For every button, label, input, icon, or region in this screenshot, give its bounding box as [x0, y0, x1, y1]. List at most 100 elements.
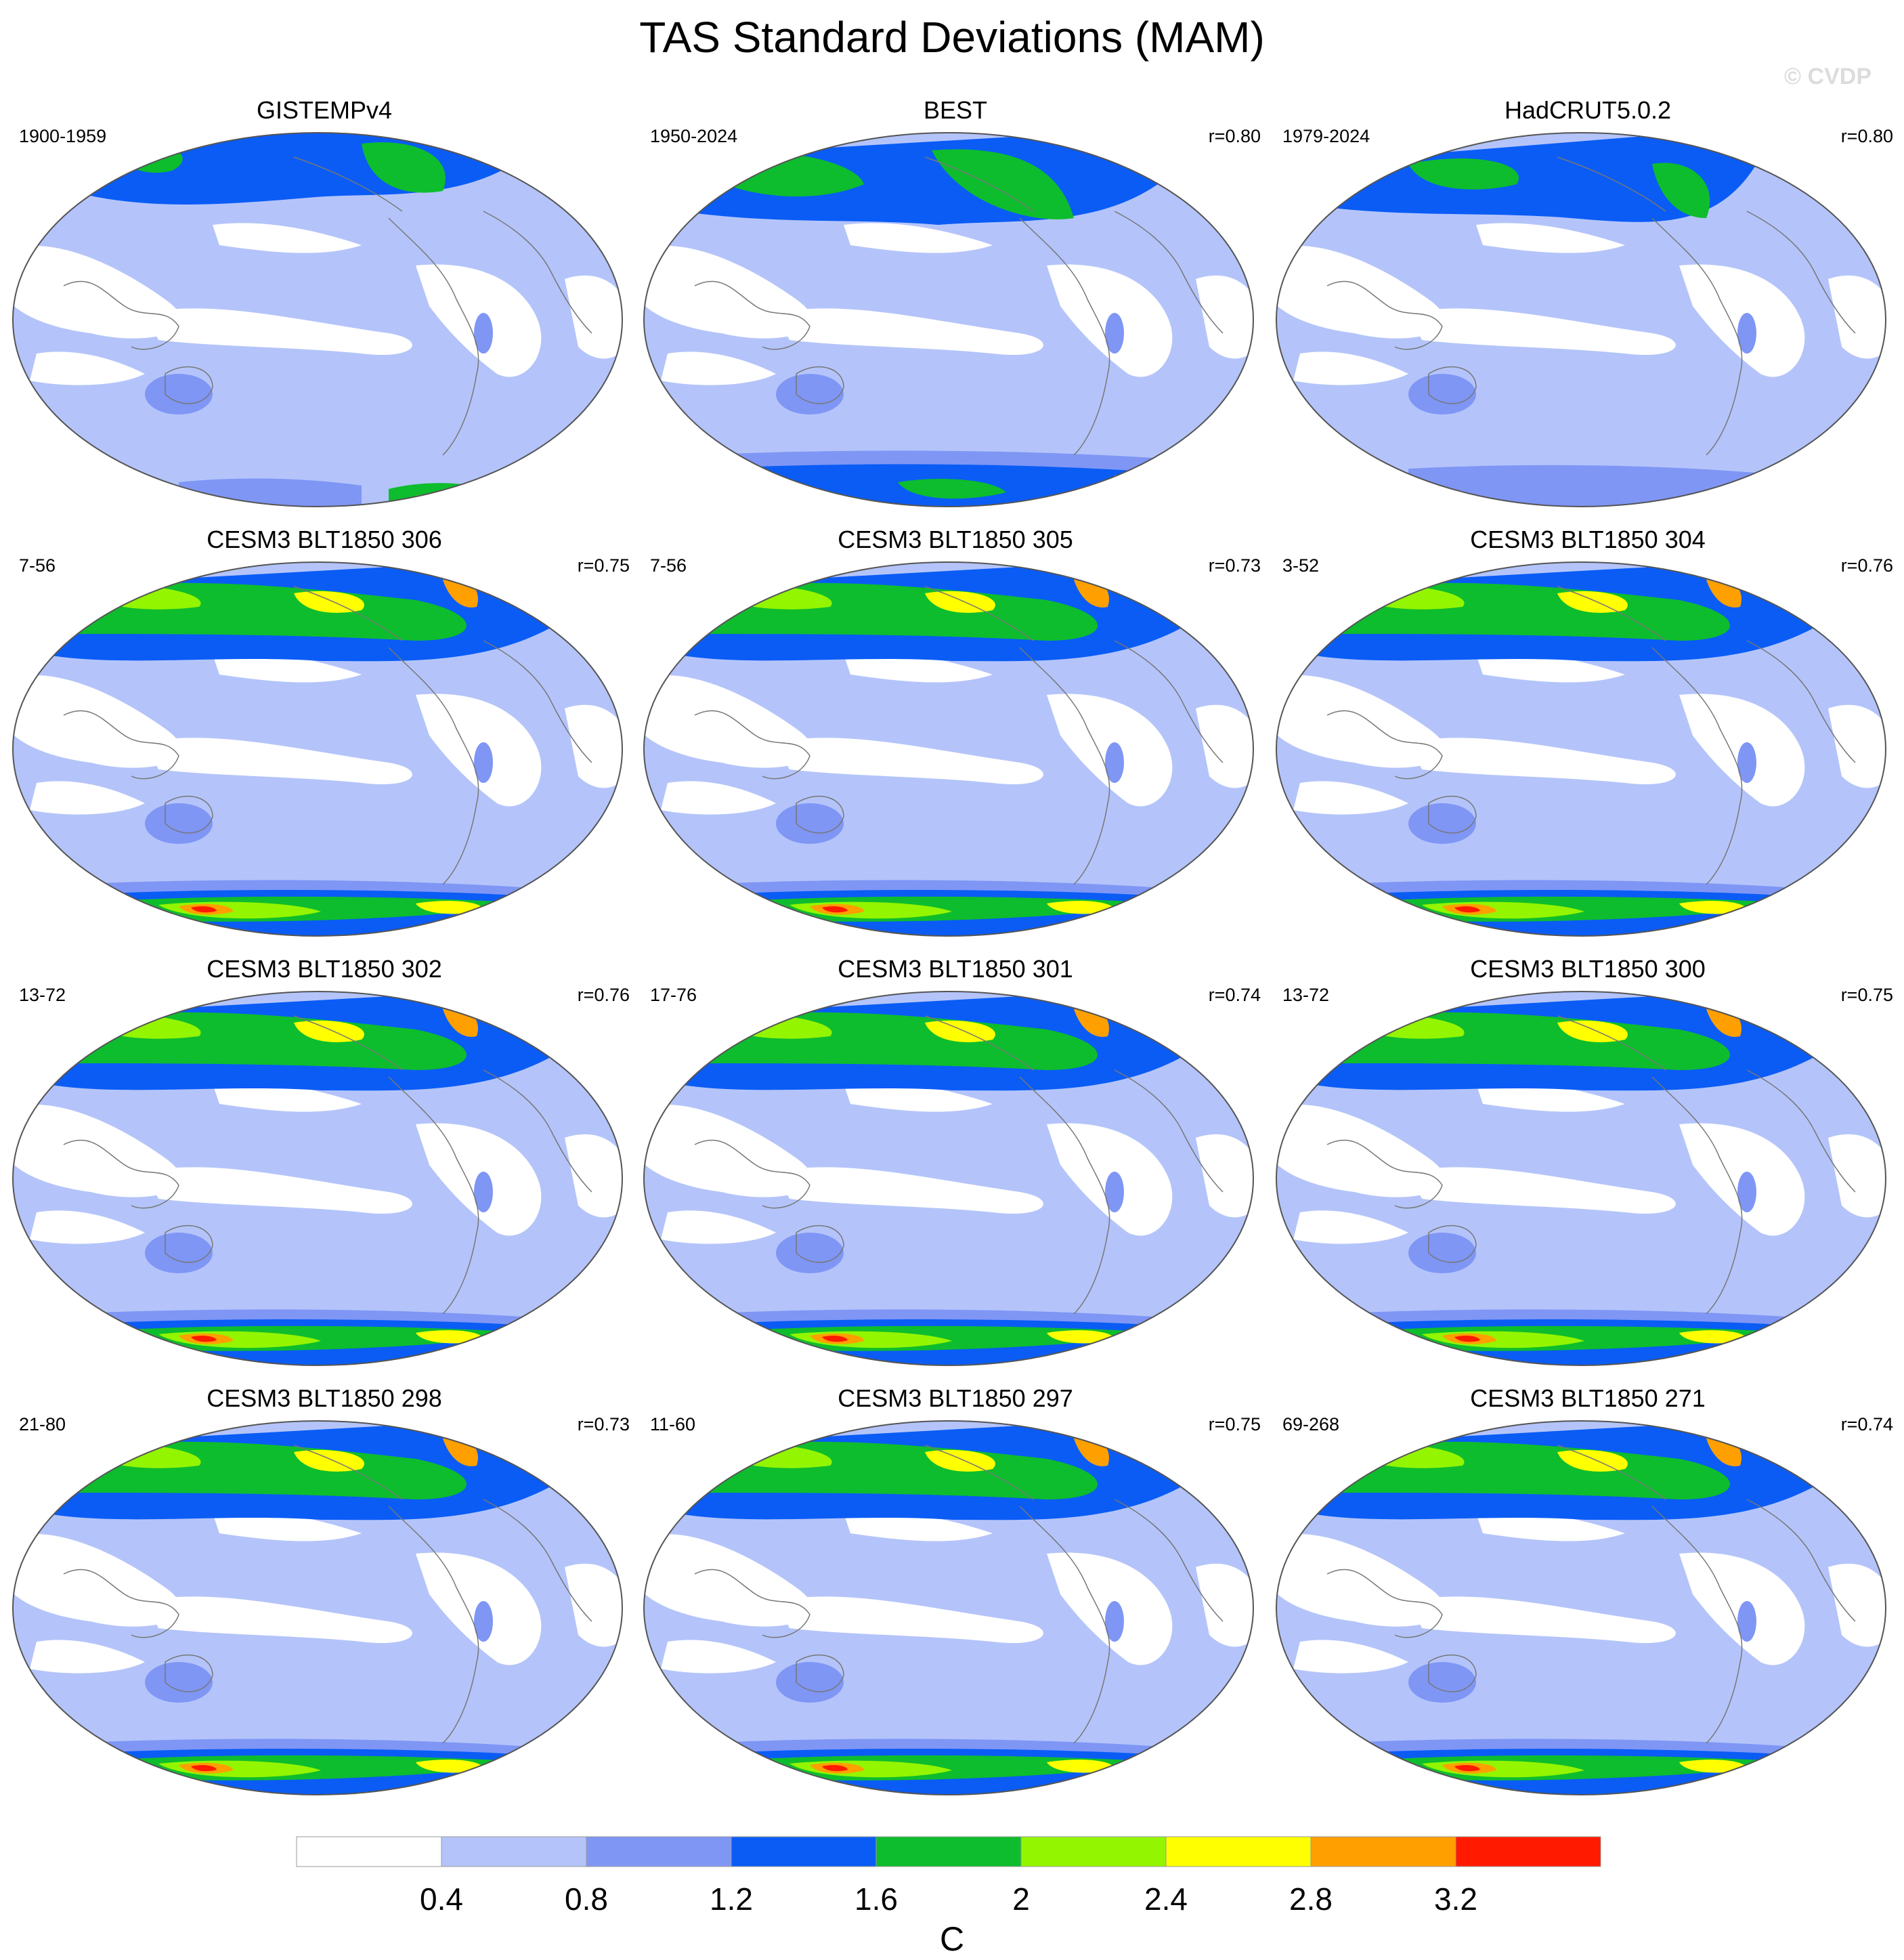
high-variance-region: [1652, 163, 1710, 218]
map-panel: CESM3 BLT1850 297 11-60 r=0.75: [641, 1384, 1270, 1811]
colorbar-tick-label: 1.6: [854, 1881, 898, 1917]
figure-title: TAS Standard Deviations (MAM): [639, 13, 1265, 62]
antarctic-variance-region: [822, 1336, 848, 1342]
low-variance-region: [1293, 1210, 1408, 1244]
coastline: [388, 217, 479, 456]
map-boundary: [1276, 561, 1886, 937]
low-variance-region: [30, 351, 145, 385]
low-variance-region: [1828, 704, 1886, 788]
coastline: [924, 1445, 1034, 1500]
coastline: [796, 1654, 844, 1692]
coastline: [1746, 211, 1856, 334]
coastline: [483, 1069, 592, 1193]
coastline: [694, 280, 810, 350]
map-boundary: [643, 132, 1254, 507]
high-variance-region: [118, 142, 183, 173]
colorbar-swatch: [1310, 1836, 1456, 1867]
panel-correlation: r=0.75: [1840, 985, 1893, 1005]
coastline: [1651, 217, 1743, 456]
coastline: [1651, 647, 1743, 885]
panel-title: CESM3 BLT1850 301: [838, 955, 1073, 983]
watermark: © CVDP: [1784, 64, 1871, 89]
low-variance-region: [213, 223, 362, 253]
map-boundary: [1276, 132, 1886, 507]
low-variance-region: [644, 1105, 813, 1197]
high-variance-region: [1354, 578, 1389, 590]
antarctic-variance-region: [389, 483, 497, 507]
colorbar-swatch: [875, 1836, 1022, 1867]
panel-title: CESM3 BLT1850 304: [1470, 526, 1706, 553]
map-panel: CESM3 BLT1850 298 21-80 r=0.73: [9, 1384, 639, 1811]
antarctic-variance-region: [416, 901, 483, 914]
panel-title: CESM3 BLT1850 302: [207, 955, 442, 983]
antarctic-variance-region: [1679, 901, 1747, 914]
panel-correlation: r=0.80: [1208, 126, 1261, 146]
panel-title: CESM3 BLT1850 305: [838, 526, 1073, 553]
panel-years: 1900-1959: [19, 126, 107, 146]
panel-correlation: r=0.74: [1208, 985, 1261, 1005]
low-variance-region: [1828, 275, 1886, 359]
coastline: [1428, 366, 1477, 404]
colorbar-tick-label: 2.8: [1289, 1881, 1333, 1917]
low-variance-region: [145, 308, 412, 356]
panel-correlation: r=0.75: [577, 555, 630, 576]
coastline: [1019, 1506, 1110, 1744]
low-variance-region: [776, 1167, 1043, 1214]
antarctic-variance-region: [1047, 1760, 1115, 1773]
coastline: [1326, 1139, 1443, 1209]
panel-correlation: r=0.73: [577, 1414, 630, 1434]
panel-title: CESM3 BLT1850 306: [207, 526, 442, 553]
map-boundary: [12, 1420, 623, 1795]
map-boundary: [1276, 991, 1886, 1366]
coastline: [293, 1445, 403, 1500]
coastline: [1326, 280, 1443, 350]
coastline: [1114, 640, 1224, 763]
colorbar-swatch: [1455, 1836, 1601, 1867]
panel-years: 11-60: [650, 1414, 696, 1434]
coastline: [63, 280, 179, 350]
low-variance-region: [644, 1534, 813, 1627]
coastline: [1428, 1654, 1477, 1692]
coastline: [1326, 1569, 1443, 1638]
low-variance-region: [565, 275, 622, 359]
coastline: [1557, 1445, 1666, 1500]
coastline: [924, 586, 1034, 641]
panel-title: CESM3 BLT1850 298: [207, 1384, 442, 1412]
coastline: [293, 156, 403, 212]
antarctic-variance-region: [1454, 1765, 1480, 1772]
coastline: [1746, 1069, 1856, 1193]
coastline: [1114, 1499, 1224, 1622]
coastline: [483, 211, 592, 334]
coastline: [694, 1569, 810, 1638]
low-variance-region: [30, 1640, 145, 1674]
map-panel: BEST 1950-2024 r=0.80: [641, 96, 1270, 523]
world-map: [1276, 991, 1886, 1366]
world-map: [643, 132, 1254, 507]
low-variance-region: [644, 246, 813, 339]
antarctic-variance-region: [822, 906, 848, 913]
high-variance-region: [91, 1436, 126, 1449]
coastline: [1651, 1506, 1743, 1744]
low-variance-region: [213, 1511, 362, 1541]
map-panel: CESM3 BLT1850 302 13-72 r=0.76: [9, 955, 639, 1382]
low-variance-region: [30, 1210, 145, 1244]
low-variance-region: [644, 675, 813, 768]
colorbar-tick-label: 0.8: [565, 1881, 608, 1917]
panel-correlation: r=0.75: [1208, 1414, 1261, 1434]
map-panel: CESM3 BLT1850 306 7-56 r=0.75: [9, 526, 639, 952]
coastline: [924, 156, 1034, 212]
panel-years: 3-52: [1282, 555, 1320, 576]
high-variance-region: [932, 149, 1074, 219]
low-variance-region: [1196, 704, 1253, 788]
world-map: [643, 561, 1254, 937]
low-variance-region: [1276, 1105, 1445, 1197]
coastline: [1557, 156, 1666, 212]
low-variance-region: [145, 738, 412, 785]
coastline: [1326, 710, 1443, 780]
low-variance-region: [1276, 246, 1445, 339]
coastline: [165, 1224, 213, 1263]
panel-years: 7-56: [650, 555, 687, 576]
low-variance-region: [1476, 223, 1625, 253]
low-variance-region: [1828, 1134, 1886, 1218]
map-panel: HadCRUT5.0.2 1979-2024 r=0.80: [1273, 96, 1903, 523]
